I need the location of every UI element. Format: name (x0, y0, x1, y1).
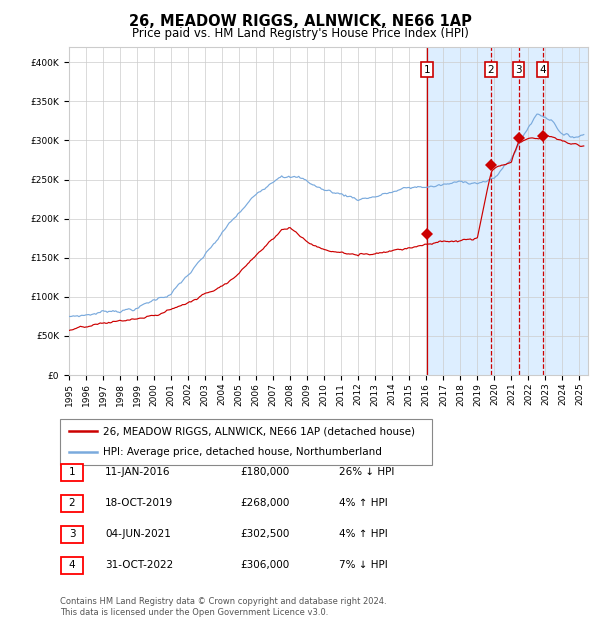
Text: 3: 3 (68, 529, 76, 539)
FancyBboxPatch shape (61, 495, 83, 512)
Bar (427, 46, 588, 375)
FancyBboxPatch shape (60, 418, 432, 465)
Text: £306,000: £306,000 (240, 560, 289, 570)
Text: 04-JUN-2021: 04-JUN-2021 (105, 529, 171, 539)
Text: 4% ↑ HPI: 4% ↑ HPI (339, 529, 388, 539)
Text: 31-OCT-2022: 31-OCT-2022 (105, 560, 173, 570)
FancyBboxPatch shape (61, 526, 83, 543)
Text: 2: 2 (68, 498, 76, 508)
Text: 26, MEADOW RIGGS, ALNWICK, NE66 1AP: 26, MEADOW RIGGS, ALNWICK, NE66 1AP (128, 14, 472, 29)
Text: 4% ↑ HPI: 4% ↑ HPI (339, 498, 388, 508)
Text: 1: 1 (424, 64, 430, 74)
Text: 18-OCT-2019: 18-OCT-2019 (105, 498, 173, 508)
Text: £268,000: £268,000 (240, 498, 289, 508)
Text: 7% ↓ HPI: 7% ↓ HPI (339, 560, 388, 570)
Text: 4: 4 (68, 560, 76, 570)
Text: 2: 2 (488, 64, 494, 74)
Text: Contains HM Land Registry data © Crown copyright and database right 2024.
This d: Contains HM Land Registry data © Crown c… (60, 598, 386, 617)
Text: HPI: Average price, detached house, Northumberland: HPI: Average price, detached house, Nort… (103, 448, 382, 458)
Text: Price paid vs. HM Land Registry's House Price Index (HPI): Price paid vs. HM Land Registry's House … (131, 27, 469, 40)
Text: £302,500: £302,500 (240, 529, 289, 539)
FancyBboxPatch shape (61, 464, 83, 481)
Text: 1: 1 (68, 467, 76, 477)
Text: 26% ↓ HPI: 26% ↓ HPI (339, 467, 394, 477)
FancyBboxPatch shape (61, 557, 83, 574)
Text: 11-JAN-2016: 11-JAN-2016 (105, 467, 170, 477)
Text: £180,000: £180,000 (240, 467, 289, 477)
Text: 26, MEADOW RIGGS, ALNWICK, NE66 1AP (detached house): 26, MEADOW RIGGS, ALNWICK, NE66 1AP (det… (103, 426, 415, 436)
Text: 4: 4 (539, 64, 546, 74)
Text: 3: 3 (515, 64, 522, 74)
